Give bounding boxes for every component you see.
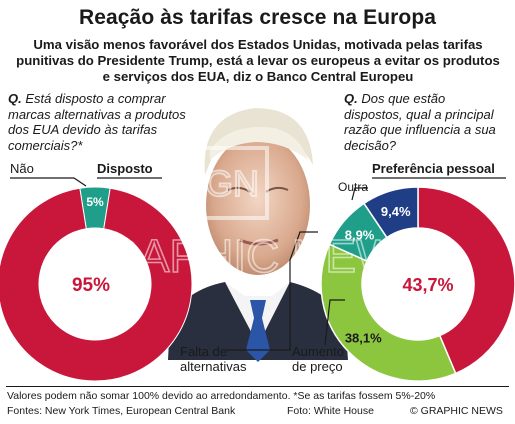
right-question-text: Dos que estão dispostos, qual a principa… — [344, 91, 496, 153]
value-label-nao: 95% — [72, 275, 110, 296]
right-question: Q. Dos que estão dispostos, qual a princ… — [344, 91, 504, 153]
portrait-illustration — [168, 108, 348, 362]
label-outra: Outra — [338, 180, 369, 194]
pointer-line-aumento — [324, 299, 345, 346]
slice-outra — [362, 186, 419, 239]
slice-nao — [0, 187, 193, 382]
pointer-line-outra — [351, 187, 368, 201]
left-question: Q. Está disposto a comprar marcas altern… — [8, 91, 196, 153]
right-donut-chart: 38,1% 8,9% 9,4% 43,7% — [320, 186, 515, 382]
value-label-outra: 9,4% — [381, 204, 411, 219]
left-question-text: Está disposto a comprar marcas alternati… — [8, 91, 186, 153]
value-label-disposto: 5% — [86, 195, 104, 209]
value-label-aumento: 38,1% — [345, 330, 382, 345]
watermark: GN GRAPHIC NEWS — [69, 146, 431, 283]
page-subtitle: Uma visão menos favorável dos Estados Un… — [16, 37, 500, 84]
pointer-lines — [10, 177, 506, 351]
svg-text:GN: GN — [205, 163, 259, 204]
value-label-preferencia: 43,7% — [402, 275, 453, 295]
label-preferencia: Preferência pessoal — [372, 161, 495, 176]
value-label-falta: 8,9% — [345, 228, 375, 243]
label-disposto: Disposto — [97, 161, 153, 176]
slice-aumento — [320, 243, 457, 382]
footer-note: Valores podem não somar 100% devido ao a… — [7, 390, 436, 402]
bubble-nao — [62, 263, 130, 305]
label-nao: Não — [10, 161, 34, 176]
slice-preferencia — [417, 186, 515, 375]
pointer-line-nao — [10, 177, 87, 187]
footer-photo: Foto: White House — [287, 405, 374, 417]
right-question-prefix: Q. — [344, 91, 358, 106]
footer-credit: © GRAPHIC NEWS — [410, 405, 503, 417]
bubble-preferencia — [384, 263, 458, 305]
watermark-text: GRAPHIC NEWS — [70, 230, 430, 282]
left-question-prefix: Q. — [8, 91, 22, 106]
footer-rule — [6, 386, 509, 387]
left-donut-chart: 5% 95% — [0, 186, 193, 382]
page-title: Reação às tarifas cresce na Europa — [78, 6, 437, 29]
label-falta: Falta de alternativas — [180, 344, 247, 374]
label-aumento: Aumento de preço — [292, 344, 345, 374]
footer-sources: Fontes: New York Times, European Central… — [7, 405, 236, 417]
pointer-line-falta — [226, 231, 318, 351]
